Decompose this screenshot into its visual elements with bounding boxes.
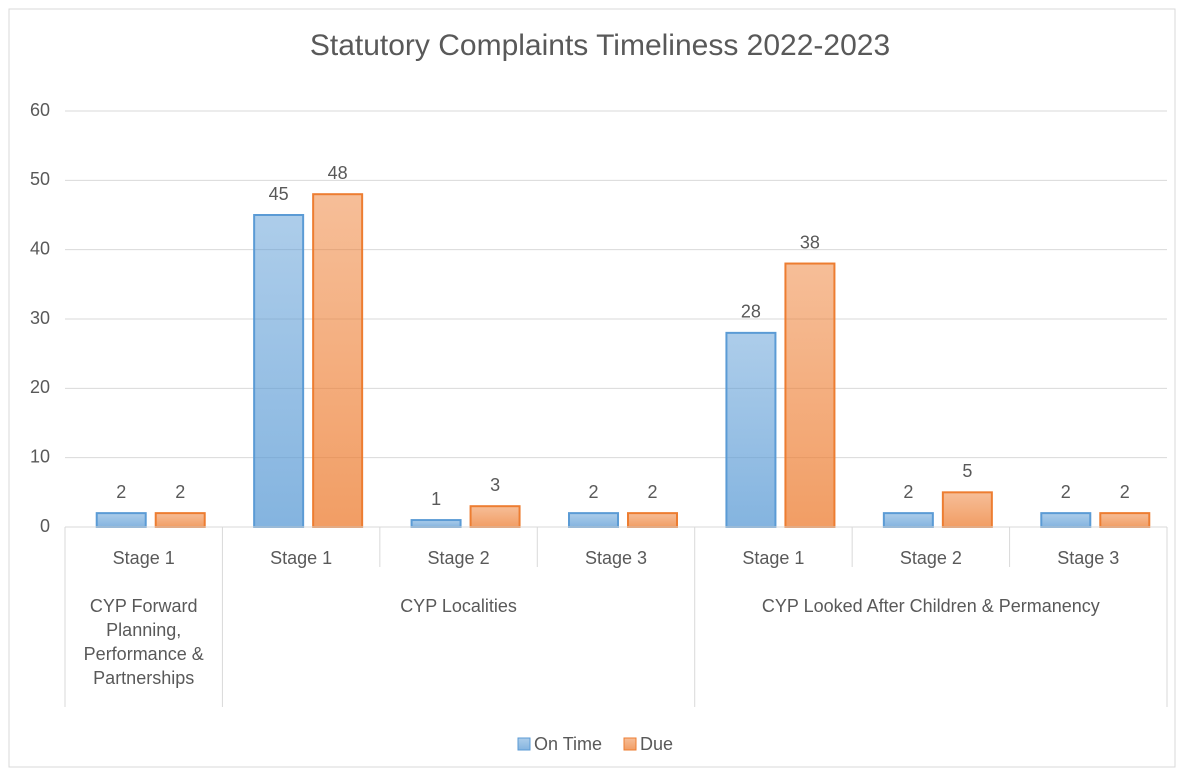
y-tick-label: 50 (30, 169, 50, 189)
legend-swatch (623, 737, 637, 751)
group-label: CYP Forward Planning, Performance & Part… (83, 596, 204, 688)
bar (941, 491, 993, 529)
legend-label: Due (640, 734, 673, 754)
data-label: 2 (588, 482, 598, 502)
x-tick-label: Stage 1 (113, 548, 175, 568)
data-label: 48 (328, 163, 348, 183)
data-label: 2 (116, 482, 126, 502)
bar (1099, 512, 1151, 529)
bar (1040, 512, 1092, 529)
x-tick-label: Stage 3 (1057, 548, 1119, 568)
data-label: 2 (903, 482, 913, 502)
chart-title: Statutory Complaints Timeliness 2022-202… (310, 29, 890, 62)
data-label: 2 (175, 482, 185, 502)
bar (784, 262, 836, 528)
y-tick-label: 40 (30, 238, 50, 258)
bar (469, 505, 521, 529)
x-tick-label: Stage 2 (900, 548, 962, 568)
y-tick-label: 60 (30, 100, 50, 120)
x-tick-label: Stage 1 (742, 548, 804, 568)
data-label: 2 (647, 482, 657, 502)
legend-swatch (517, 737, 531, 751)
legend-label: On Time (534, 734, 602, 754)
bar (627, 512, 678, 529)
y-tick-label: 30 (30, 308, 50, 328)
data-label: 2 (1120, 482, 1130, 502)
data-label: 1 (431, 489, 441, 509)
group-label: CYP Localities (400, 596, 517, 616)
x-tick-label: Stage 2 (428, 548, 490, 568)
group-label: CYP Looked After Children & Permanency (761, 596, 1100, 616)
data-label: 5 (962, 461, 972, 481)
bar (312, 193, 364, 528)
bar (95, 512, 147, 529)
data-label: 2 (1061, 482, 1071, 502)
y-tick-label: 20 (30, 377, 50, 397)
group-label-box: CYP Localities (400, 596, 517, 616)
y-tick-label: 10 (30, 446, 50, 466)
data-label: 45 (269, 184, 289, 204)
bar (253, 214, 305, 528)
bar (154, 512, 206, 529)
bar (725, 331, 777, 528)
data-label: 38 (800, 232, 820, 252)
bar (882, 512, 934, 529)
bar (410, 519, 462, 528)
y-tick-label: 0 (40, 516, 50, 536)
x-tick-label: Stage 3 (585, 548, 647, 568)
group-label-box: CYP Forward Planning, Performance & Part… (83, 596, 204, 688)
x-tick-label: Stage 1 (270, 548, 332, 568)
data-label: 28 (741, 302, 761, 322)
bar (568, 512, 619, 529)
group-label-box: CYP Looked After Children & Permanency (761, 596, 1100, 616)
data-label: 3 (490, 475, 500, 495)
